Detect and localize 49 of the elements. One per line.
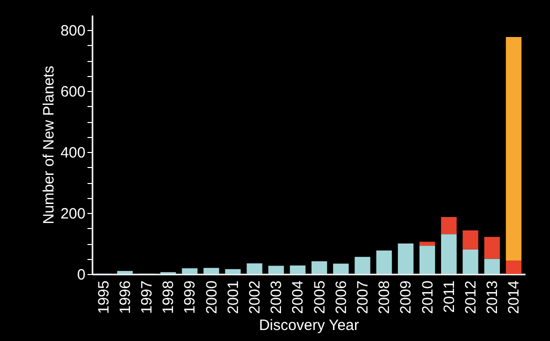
- bar: [441, 217, 457, 234]
- bar: [225, 269, 241, 274]
- x-tick-label: 1997: [138, 280, 156, 314]
- x-tick-label: 1998: [160, 280, 178, 314]
- x-tick-label: 2001: [224, 280, 242, 314]
- bar: [204, 268, 220, 274]
- bar: [333, 264, 349, 274]
- bar: [441, 234, 457, 274]
- x-tick-label: 2014: [506, 280, 523, 314]
- bar: [376, 250, 392, 274]
- bar: [462, 230, 478, 250]
- bar: [290, 265, 306, 274]
- y-tick-label: 200: [60, 206, 86, 223]
- bar: [419, 242, 436, 246]
- x-tick-label: 2006: [332, 280, 350, 314]
- x-tick-label: 2007: [354, 280, 372, 314]
- bar: [506, 36, 522, 261]
- x-tick-label: 2009: [398, 280, 415, 314]
- x-tick-label: 2000: [203, 280, 220, 314]
- bar: [182, 268, 198, 274]
- x-tick-label: 2005: [311, 280, 328, 314]
- x-tick-label: 2002: [246, 280, 264, 314]
- bar: [311, 261, 328, 274]
- x-tick-label: 2013: [484, 280, 502, 314]
- x-tick-label: 2004: [290, 280, 307, 314]
- x-tick-label: 1995: [95, 280, 112, 314]
- x-tick-label: 2012: [462, 280, 480, 314]
- x-tick-label: 1999: [182, 280, 199, 314]
- bar: [484, 258, 500, 274]
- x-tick-label: 2011: [440, 280, 458, 313]
- y-tick-label: 400: [60, 144, 86, 162]
- x-tick-label: 2010: [419, 280, 436, 314]
- x-tick-label: 1996: [116, 280, 134, 314]
- bar: [419, 246, 436, 274]
- bar: [246, 263, 262, 274]
- bar: [354, 256, 370, 274]
- bar: [506, 260, 522, 274]
- y-tick-label: 0: [77, 266, 86, 284]
- bar: [398, 244, 414, 274]
- x-tick-label: 2008: [376, 280, 394, 314]
- y-tick-label: 600: [60, 84, 86, 101]
- x-tick-label: 2003: [268, 280, 286, 314]
- bar: [484, 236, 500, 259]
- y-axis-title: Number of New Planets: [40, 66, 58, 224]
- bar: [117, 270, 133, 274]
- bar: [268, 266, 284, 274]
- x-axis-title: Discovery Year: [258, 316, 360, 334]
- y-tick-label: 800: [60, 22, 86, 40]
- bar: [462, 249, 478, 274]
